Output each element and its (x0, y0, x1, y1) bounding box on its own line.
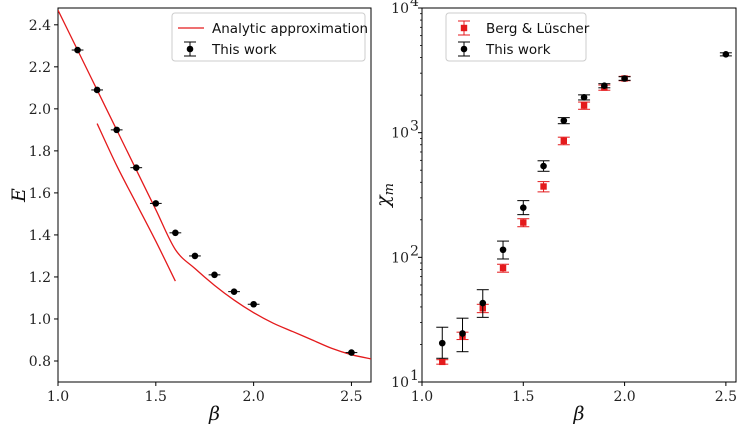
legend-marker (460, 24, 468, 32)
analytic-curve (96, 123, 176, 282)
y-tick-label: 1.2 (29, 270, 51, 286)
data-point (152, 200, 160, 207)
data-point (722, 51, 730, 58)
y-tick-label: 1.6 (29, 186, 51, 202)
legend-label: Analytic approximation (212, 21, 368, 37)
legend-label: This work (211, 42, 277, 58)
y-tick-label: 1.8 (29, 144, 51, 160)
x-tick-label: 1.5 (145, 389, 167, 405)
legend: Berg & Lüscher This work (445, 12, 590, 62)
legend-marker (460, 45, 468, 53)
data-point (74, 46, 81, 54)
y-axis-label-subscript: m (382, 183, 397, 195)
x-tick-label: 2.0 (613, 389, 635, 405)
x-tick-label: 2.5 (340, 389, 362, 405)
y-axis-label: χm (372, 183, 397, 209)
data-point (479, 299, 487, 307)
axes-frame (421, 7, 737, 383)
legend-label: This work (485, 42, 551, 58)
legend-frame (171, 12, 366, 62)
y-tick-label: 10 (391, 250, 409, 266)
data-point (438, 339, 446, 347)
data-point (560, 137, 568, 145)
data-point (520, 219, 527, 226)
data-point (540, 183, 547, 190)
data-point (348, 349, 355, 356)
analytic-curve (58, 9, 371, 360)
data-point (560, 117, 568, 124)
data-point (250, 300, 257, 308)
y-tick-label: 2.0 (29, 102, 51, 118)
data-point (191, 252, 199, 260)
data-point (580, 102, 588, 109)
y-tick-exponent: 3 (410, 119, 419, 135)
series-1 (436, 75, 631, 366)
data-point (93, 86, 101, 94)
legend-label: Berg & Lüscher (486, 21, 590, 37)
y-tick-label: 2.2 (29, 60, 51, 76)
data-point (230, 288, 238, 295)
x-axis-label: β (573, 403, 585, 425)
data-point (459, 330, 466, 337)
panel-1: 1.0 1.5 2.0 2.5 β 0.8 1.0 1.2 1.4 1.6 1.8 2.0 2.2 2.4… (8, 7, 372, 425)
legend-frame (445, 12, 587, 62)
y-tick-label: 10 (391, 1, 409, 17)
x-axis-label: β (208, 403, 220, 425)
data-point (499, 246, 507, 254)
y-tick-label: 1.4 (29, 228, 51, 244)
y-tick-exponent: 2 (410, 243, 419, 259)
y-tick-label: 10 (391, 375, 409, 391)
data-point (621, 75, 628, 82)
data-point (601, 82, 608, 90)
y-tick-label: 2.4 (29, 18, 51, 34)
data-point (172, 229, 179, 237)
legend: Analytic approximation This work (171, 12, 368, 62)
axes-frame (57, 7, 372, 383)
series-2 (71, 46, 358, 356)
data-point (132, 164, 140, 171)
plot-area (436, 51, 732, 366)
data-point (499, 264, 507, 272)
y-axis-label: E (8, 188, 30, 203)
x-tick-label: 1.5 (512, 389, 534, 405)
data-point (211, 271, 218, 279)
x-tick-label: 1.0 (411, 389, 433, 405)
data-point (580, 94, 588, 101)
series-1 (58, 9, 371, 360)
data-point (113, 126, 120, 134)
x-tick-label: 2.5 (715, 389, 737, 405)
y-tick-label: 10 (391, 126, 409, 142)
y-tick-exponent: 1 (410, 368, 419, 384)
legend-marker (186, 45, 194, 53)
data-point (540, 162, 547, 170)
y-tick-label: 0.8 (29, 354, 51, 370)
data-point (439, 358, 446, 366)
data-point (519, 204, 527, 212)
series-2 (436, 51, 732, 359)
y-tick-label: 1.0 (29, 312, 51, 328)
plot-area (58, 9, 371, 360)
x-tick-label: 1.0 (47, 389, 69, 405)
x-tick-label: 2.0 (242, 389, 264, 405)
y-tick-exponent: 4 (410, 0, 419, 10)
